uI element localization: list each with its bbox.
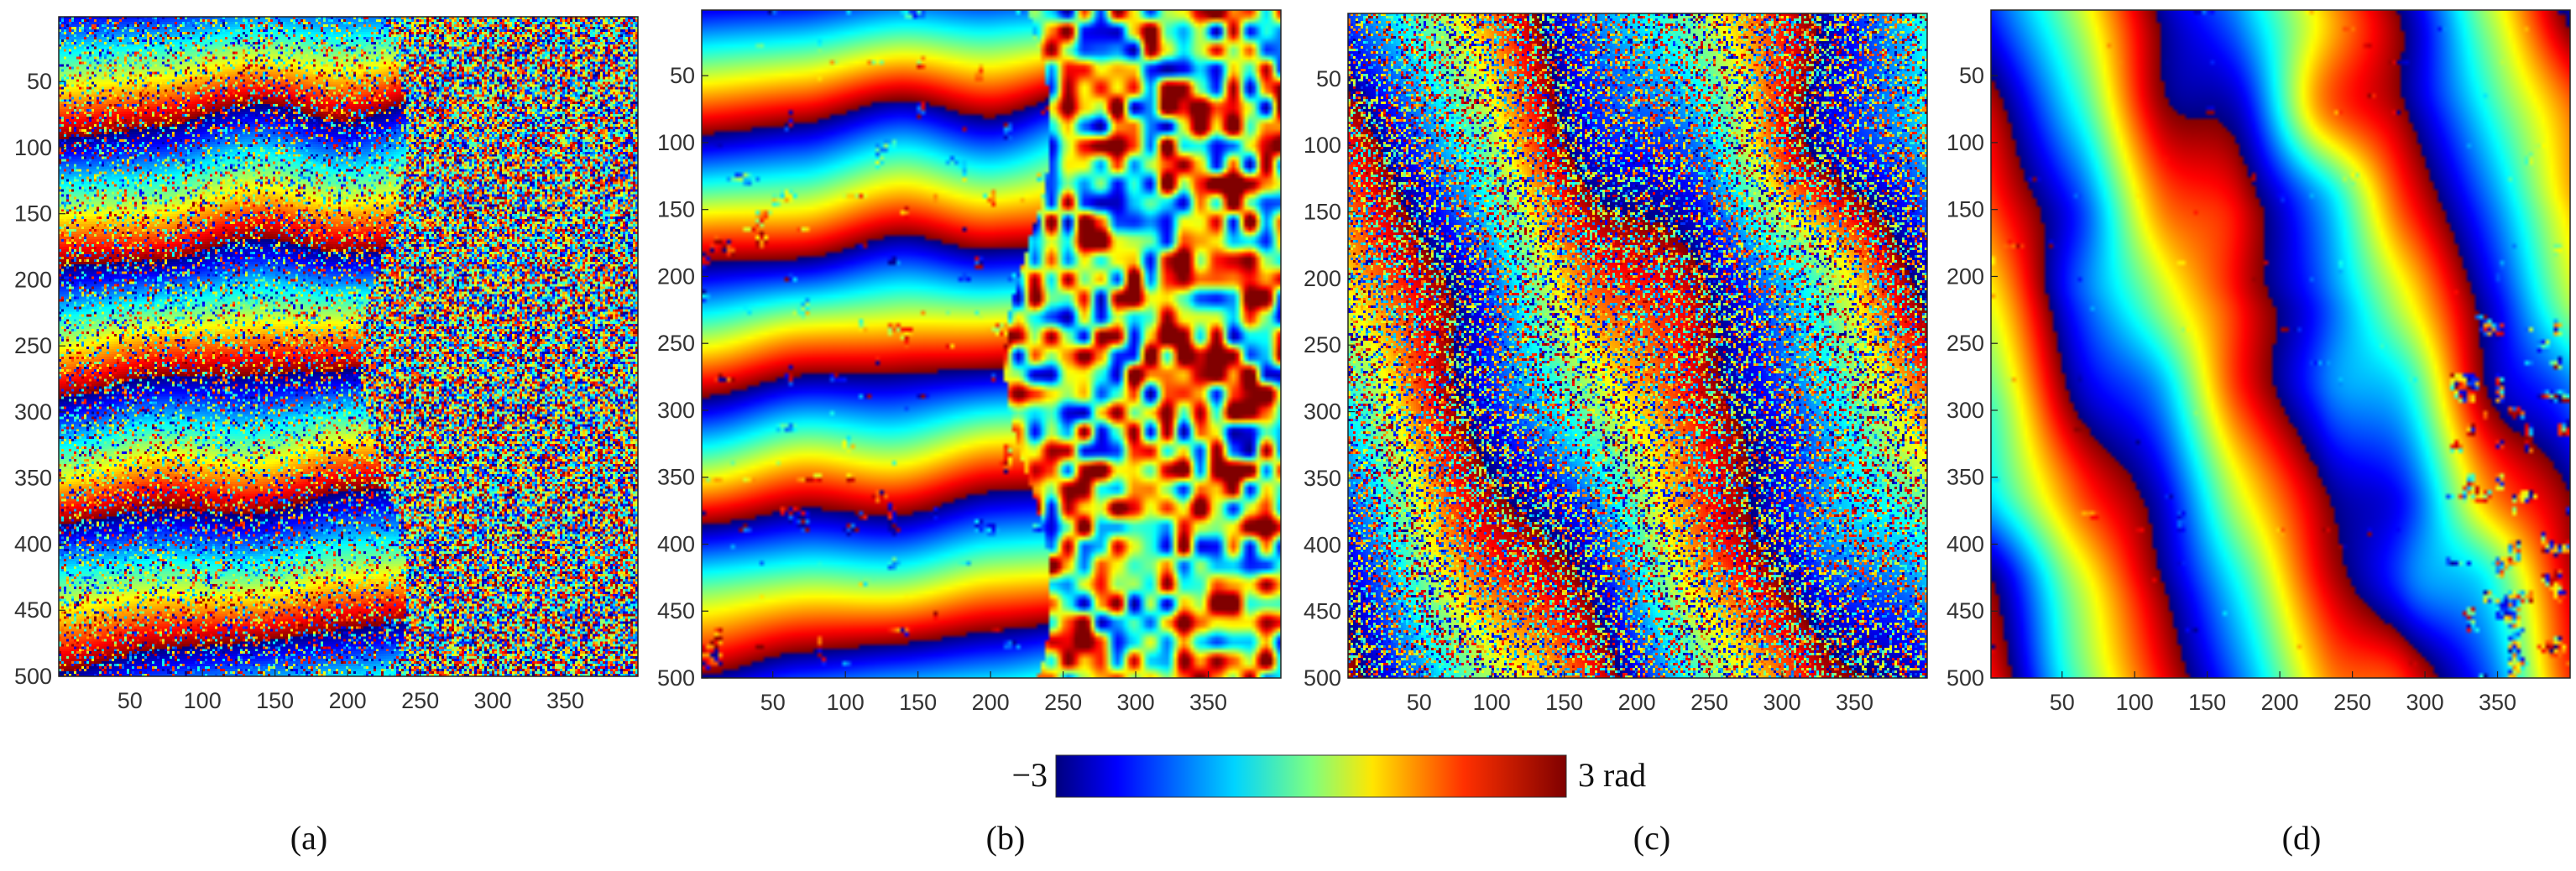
heatmap-image-b bbox=[702, 10, 1281, 678]
colorbar-min-label: −3 bbox=[1011, 756, 1048, 794]
y-tick-label: 150 bbox=[1304, 199, 1341, 224]
y-tick-label: 400 bbox=[1946, 531, 1984, 556]
y-tick-label: 200 bbox=[1946, 263, 1984, 289]
panels-group: 50 100 150 200 250 300 350 50 100 150 200 250 300 350… bbox=[14, 9, 2571, 715]
x-tick-label: 150 bbox=[2188, 690, 2226, 715]
x-tick-label: 200 bbox=[972, 690, 1010, 715]
y-tick-label: 350 bbox=[657, 465, 695, 490]
y-tick-label: 450 bbox=[1946, 598, 1984, 623]
colorbar: −3 3 rad bbox=[1011, 754, 1646, 798]
x-tick-label: 150 bbox=[256, 688, 294, 713]
y-tick-label: 250 bbox=[1946, 331, 1984, 356]
x-tick-label: 50 bbox=[760, 690, 786, 715]
x-tick-label: 350 bbox=[1836, 690, 1873, 715]
y-tick-label: 100 bbox=[1946, 130, 1984, 155]
y-tick-label: 500 bbox=[657, 665, 695, 691]
colorbar-max-label: 3 rad bbox=[1578, 756, 1646, 794]
y-tick-label: 100 bbox=[14, 135, 52, 160]
y-tick-label: 250 bbox=[657, 331, 695, 356]
heatmap-panel-d: 50 100 150 200 250 300 350 50 100 150 200 250 300 350… bbox=[1946, 9, 2571, 715]
caption-c: (c) bbox=[1633, 819, 1670, 857]
y-tick-label: 300 bbox=[14, 399, 52, 425]
heatmap-panel-b: 50 100 150 200 250 300 350 50 100 150 200 250 300 350… bbox=[657, 9, 1282, 715]
x-tick-label: 100 bbox=[184, 688, 222, 713]
x-tick-label: 350 bbox=[1189, 690, 1227, 715]
plot-frame-d bbox=[1990, 9, 2571, 679]
x-tick-label: 300 bbox=[1117, 690, 1155, 715]
heatmap-image-a bbox=[59, 17, 638, 676]
y-tick-label: 350 bbox=[1304, 466, 1341, 491]
x-tick-label: 50 bbox=[1407, 690, 1432, 715]
y-tick-label: 500 bbox=[1946, 665, 1984, 691]
y-tick-label: 350 bbox=[1946, 465, 1984, 490]
x-tick-label: 250 bbox=[2333, 690, 2371, 715]
y-tick-label: 150 bbox=[657, 197, 695, 222]
x-tick-label: 250 bbox=[1044, 690, 1082, 715]
y-tick-label: 400 bbox=[14, 531, 52, 556]
heatmap-panel-a: 50 100 150 200 250 300 350 50 100 150 200 250 300 350… bbox=[14, 16, 639, 713]
y-tick-label: 450 bbox=[657, 598, 695, 623]
x-tick-label: 100 bbox=[2116, 690, 2154, 715]
y-tick-label: 50 bbox=[27, 69, 52, 94]
caption-a: (a) bbox=[290, 819, 327, 857]
y-tick-label: 200 bbox=[14, 267, 52, 292]
y-tick-label: 450 bbox=[1304, 599, 1341, 624]
x-tick-label: 100 bbox=[827, 690, 865, 715]
plot-frame-a bbox=[58, 16, 639, 677]
y-tick-label: 100 bbox=[657, 130, 695, 155]
y-tick-label: 250 bbox=[1304, 332, 1341, 357]
y-tick-label: 150 bbox=[1946, 197, 1984, 222]
x-tick-label: 300 bbox=[2406, 690, 2444, 715]
captions-group: (a) (b) (c) (d) bbox=[290, 819, 2322, 857]
x-tick-label: 50 bbox=[2050, 690, 2075, 715]
y-tick-label: 100 bbox=[1304, 133, 1341, 158]
y-tick-label: 450 bbox=[14, 597, 52, 623]
y-tick-label: 200 bbox=[657, 263, 695, 289]
x-tick-label: 200 bbox=[2261, 690, 2299, 715]
y-tick-label: 300 bbox=[657, 398, 695, 423]
y-tick-label: 300 bbox=[1304, 399, 1341, 425]
x-tick-label: 200 bbox=[1618, 690, 1656, 715]
x-tick-label: 300 bbox=[474, 688, 512, 713]
heatmap-image-c bbox=[1348, 13, 1927, 678]
y-tick-label: 300 bbox=[1946, 398, 1984, 423]
x-tick-label: 250 bbox=[401, 688, 439, 713]
plot-frame-b bbox=[701, 9, 1282, 679]
caption-d: (d) bbox=[2282, 819, 2322, 857]
y-tick-label: 200 bbox=[1304, 266, 1341, 291]
caption-b: (b) bbox=[986, 819, 1026, 857]
x-tick-label: 250 bbox=[1690, 690, 1728, 715]
x-tick-label: 100 bbox=[1473, 690, 1511, 715]
x-tick-label: 300 bbox=[1763, 690, 1801, 715]
x-tick-label: 200 bbox=[329, 688, 367, 713]
y-tick-label: 350 bbox=[14, 466, 52, 491]
x-tick-label: 150 bbox=[899, 690, 937, 715]
y-tick-label: 50 bbox=[1316, 66, 1341, 91]
y-tick-label: 250 bbox=[14, 333, 52, 358]
y-tick-label: 400 bbox=[1304, 532, 1341, 557]
plot-frame-c bbox=[1347, 13, 1928, 679]
y-tick-label: 150 bbox=[14, 201, 52, 227]
y-tick-label: 50 bbox=[670, 63, 695, 88]
y-tick-label: 50 bbox=[1959, 63, 1984, 88]
x-tick-label: 350 bbox=[546, 688, 584, 713]
x-tick-label: 350 bbox=[2479, 690, 2516, 715]
y-tick-label: 500 bbox=[1304, 665, 1341, 691]
y-tick-label: 500 bbox=[14, 664, 52, 689]
x-tick-label: 50 bbox=[118, 688, 143, 713]
y-tick-label: 400 bbox=[657, 531, 695, 556]
x-tick-label: 150 bbox=[1545, 690, 1583, 715]
heatmap-image-d bbox=[1991, 10, 2570, 678]
heatmap-panel-c: 50 100 150 200 250 300 350 50 100 150 200 250 300 350… bbox=[1304, 13, 1928, 715]
colorbar-gradient bbox=[1055, 754, 1567, 798]
